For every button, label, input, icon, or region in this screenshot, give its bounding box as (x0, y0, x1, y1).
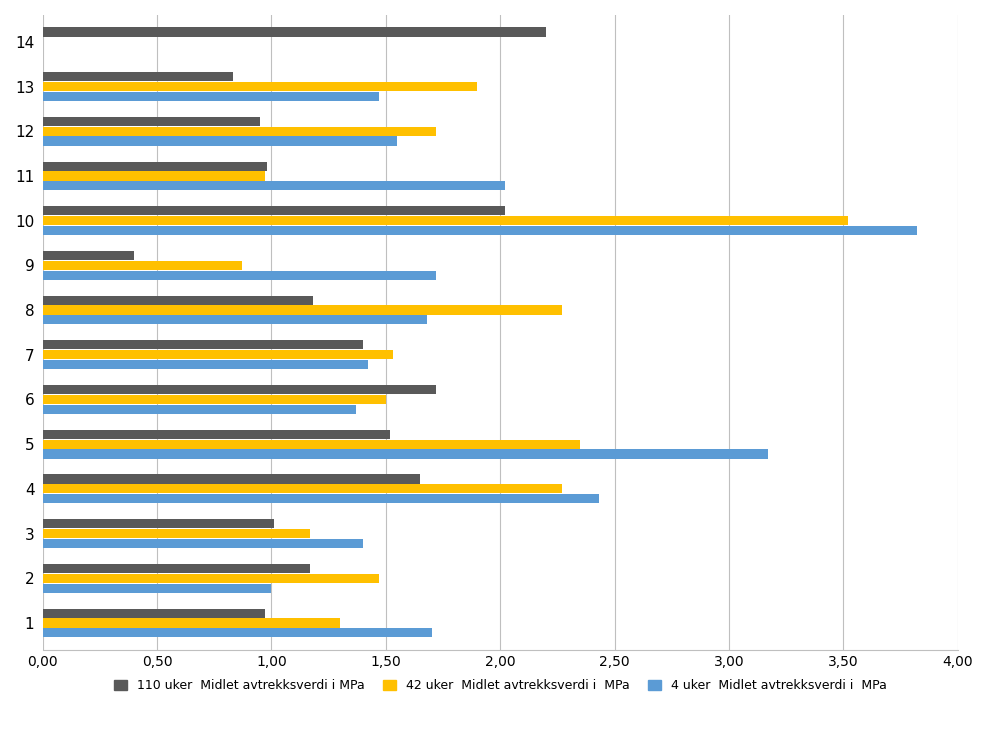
Bar (42, 316, 427, 325)
Bar (42, 181, 505, 191)
Bar (42, 494, 599, 503)
Bar (42, 136, 397, 145)
Bar (42, 404, 356, 414)
Bar (42, 474, 420, 483)
Bar (42, 261, 242, 270)
Bar (42, 82, 477, 91)
Bar (42, 564, 310, 573)
Bar (42, 584, 272, 593)
Bar (42, 440, 580, 449)
Bar (42, 628, 432, 637)
Bar (42, 395, 386, 404)
Bar (42, 484, 562, 493)
Bar (42, 92, 379, 101)
Bar (42, 296, 312, 305)
Bar (42, 172, 265, 181)
Bar (42, 251, 134, 260)
Bar (42, 529, 310, 538)
Bar (42, 161, 267, 171)
Bar (42, 226, 917, 235)
Bar (42, 574, 379, 583)
Bar (42, 608, 265, 617)
Bar (42, 430, 390, 439)
Bar (42, 306, 562, 315)
Bar (42, 127, 436, 136)
Bar (42, 350, 392, 359)
Bar (42, 27, 546, 37)
Bar (42, 340, 363, 349)
Legend: 110 uker  Midlet avtrekksverdi i MPa, 42 uker  Midlet avtrekksverdi i  MPa, 4 uk: 110 uker Midlet avtrekksverdi i MPa, 42 … (109, 675, 891, 697)
Bar (42, 206, 505, 215)
Bar (42, 450, 768, 459)
Bar (42, 270, 436, 280)
Bar (42, 72, 232, 81)
Bar (42, 385, 436, 394)
Bar (42, 539, 363, 548)
Bar (42, 360, 368, 369)
Bar (42, 618, 340, 627)
Bar (42, 117, 260, 126)
Bar (42, 216, 848, 225)
Bar (42, 519, 274, 529)
